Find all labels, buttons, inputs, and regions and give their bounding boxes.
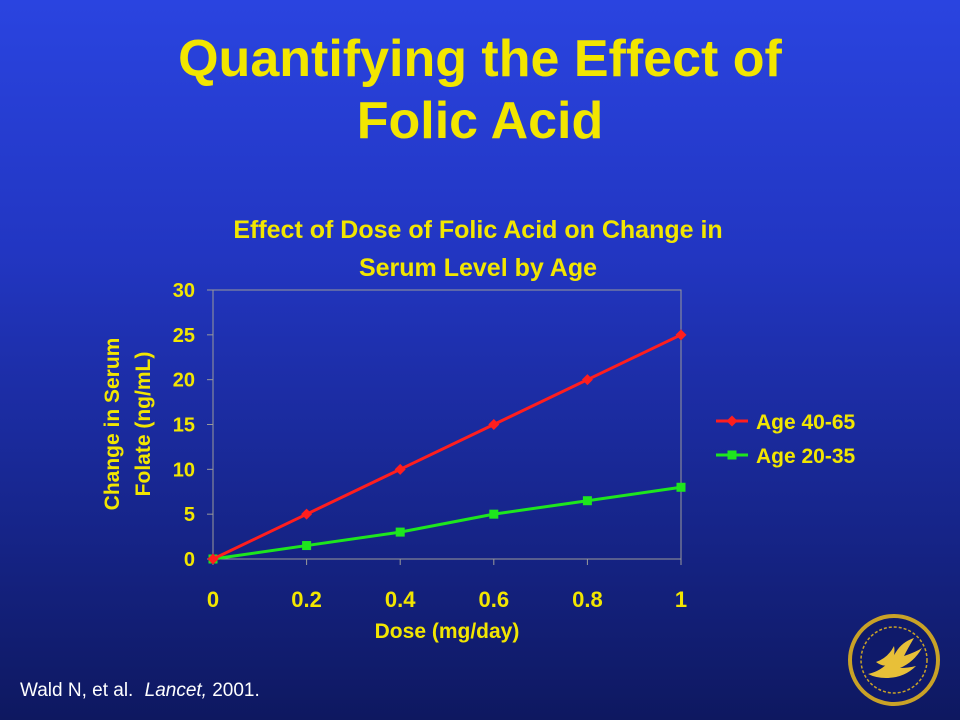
data-point-age-40-65 xyxy=(395,464,406,475)
y-axis-title-line-2: Folate (ng/mL) xyxy=(132,352,155,497)
series-line-age-20-35 xyxy=(213,487,681,559)
legend-marker-age-40-65 xyxy=(727,416,738,427)
x-axis-title: Dose (mg/day) xyxy=(375,620,520,643)
data-point-age-40-65 xyxy=(301,509,312,520)
series-layer xyxy=(208,329,687,564)
legend-marker-age-20-35 xyxy=(728,451,737,460)
y-tick-label: 20 xyxy=(173,370,195,392)
y-tick-label: 30 xyxy=(173,280,195,302)
y-axis-ticks: 0 5 10 15 20 25 30 xyxy=(173,280,213,571)
x-tick-label: 0.8 xyxy=(572,587,603,612)
data-point-age-20-35 xyxy=(396,528,405,537)
chart-title-line-1: Effect of Dose of Folic Acid on Change i… xyxy=(233,216,722,244)
data-point-age-40-65 xyxy=(582,374,593,385)
y-tick-label: 25 xyxy=(173,325,195,347)
y-axis-title: Change in Serum Folate (ng/mL) xyxy=(101,338,155,511)
x-tick-label: 0.2 xyxy=(291,587,322,612)
x-axis-ticks: 0 0.2 0.4 0.6 0.8 1 xyxy=(207,559,687,612)
citation-year: 2001. xyxy=(212,680,260,701)
data-point-age-20-35 xyxy=(583,496,592,505)
legend: Age 40-65 Age 20-35 xyxy=(716,411,856,468)
legend-label-age-40-65: Age 40-65 xyxy=(756,411,856,434)
y-tick-label: 15 xyxy=(173,415,195,437)
plot-area xyxy=(213,290,681,559)
chart-title-line-2: Serum Level by Age xyxy=(359,254,597,282)
data-point-age-40-65 xyxy=(676,329,687,340)
y-tick-label: 10 xyxy=(173,459,195,481)
y-tick-label: 5 xyxy=(184,504,195,526)
x-tick-label: 0.4 xyxy=(385,587,416,612)
x-tick-label: 0.6 xyxy=(479,587,510,612)
data-point-age-40-65 xyxy=(488,419,499,430)
y-axis-title-line-1: Change in Serum xyxy=(101,338,124,511)
citation-journal: Lancet, xyxy=(145,680,207,701)
data-point-age-20-35 xyxy=(677,483,686,492)
data-point-age-20-35 xyxy=(489,510,498,519)
data-point-age-20-35 xyxy=(302,541,311,550)
y-tick-label: 0 xyxy=(184,549,195,571)
series-line-age-40-65 xyxy=(213,335,681,559)
x-tick-label: 1 xyxy=(675,587,687,612)
legend-label-age-20-35: Age 20-35 xyxy=(756,445,856,468)
citation-authors: Wald N, et al. xyxy=(20,680,133,701)
x-tick-label: 0 xyxy=(207,587,219,612)
citation: Wald N, et al. Lancet, 2001. xyxy=(20,680,260,702)
hhs-seal-icon xyxy=(846,612,942,708)
